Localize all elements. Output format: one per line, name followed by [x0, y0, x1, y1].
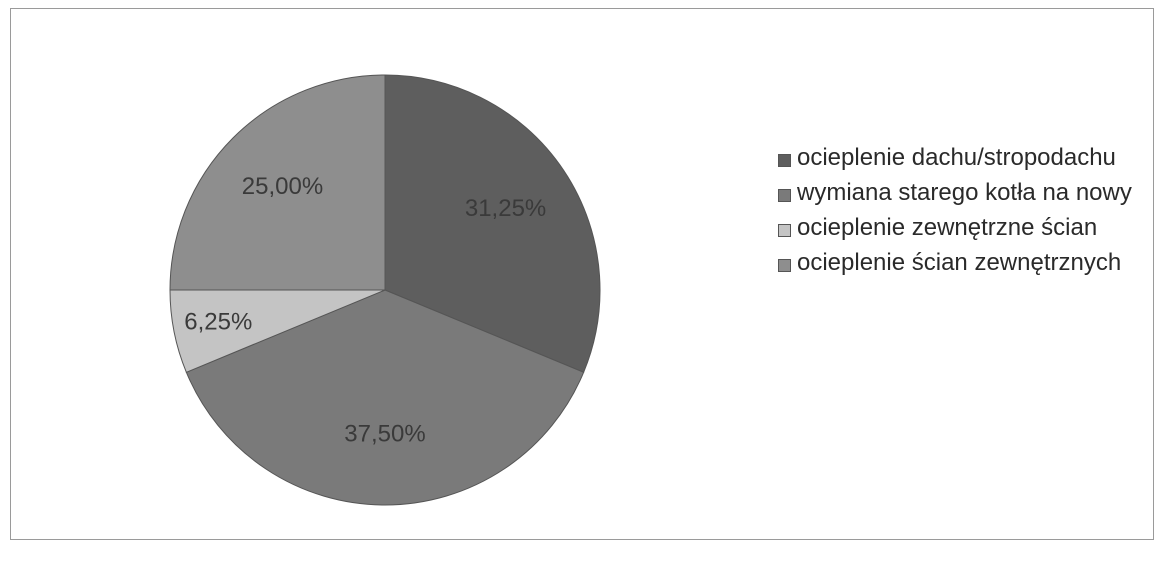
data-label: 25,00% [242, 173, 323, 200]
legend-label: ocieplenie zewnętrzne ścian [797, 214, 1098, 241]
pie-area: 31,25% 37,50% 6,25% 25,00% [169, 74, 601, 506]
pie-slice [169, 74, 386, 291]
legend-item: wymiana starego kotła na nowy [778, 179, 1158, 206]
legend-item: ocieplenie zewnętrzne ścian [778, 214, 1158, 241]
legend-swatch [778, 259, 791, 272]
legend-label: wymiana starego kotła na nowy [797, 179, 1132, 206]
legend-swatch [778, 224, 791, 237]
chart-frame [10, 8, 1154, 540]
legend-label: ocieplenie ścian zewnętrznych [797, 249, 1122, 276]
pie-slice [384, 74, 601, 373]
data-label: 37,50% [344, 420, 425, 447]
legend-swatch [778, 189, 791, 202]
legend-swatch [778, 154, 791, 167]
legend-item: ocieplenie ścian zewnętrznych [778, 249, 1158, 276]
pie-slice [185, 289, 585, 506]
legend-label: ocieplenie dachu/stropodachu [797, 144, 1116, 171]
data-label: 6,25% [184, 309, 252, 336]
legend-item: ocieplenie dachu/stropodachu [778, 144, 1158, 171]
legend: ocieplenie dachu/stropodachu wymiana star… [778, 146, 1158, 286]
data-label: 31,25% [465, 195, 546, 222]
